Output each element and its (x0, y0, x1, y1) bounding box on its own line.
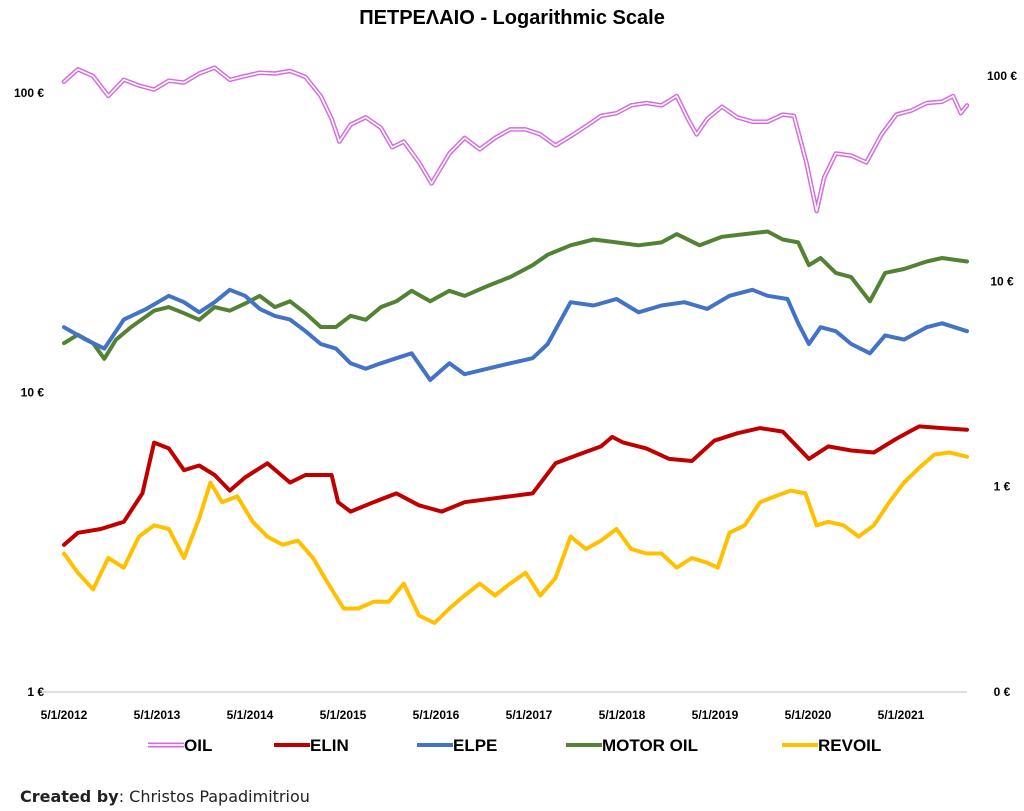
left-axis-tick-label: 100 € (14, 86, 44, 100)
x-axis-tick-label: 5/1/2018 (599, 708, 646, 722)
legend-label-revoil: REVOIL (818, 736, 881, 755)
legend-label-motor-oil: MOTOR OIL (602, 736, 698, 755)
x-axis-tick-label: 5/1/2014 (227, 708, 274, 722)
right-axis-tick-label: 0 € (994, 685, 1011, 699)
x-axis-tick-label: 5/1/2017 (506, 708, 553, 722)
series-line-elin (62, 424, 969, 547)
series-line-oil-inner (63, 66, 968, 212)
credits: Created by: Christos Papadimitriou (20, 787, 310, 806)
legend-label-oil: OIL (184, 736, 212, 755)
right-axis-tick-label: 1 € (994, 480, 1011, 494)
x-axis-tick-label: 5/1/2013 (134, 708, 181, 722)
legend-label-elpe: ELPE (453, 736, 497, 755)
x-axis-tick-label: 5/1/2015 (320, 708, 367, 722)
series-line-oil (61, 65, 970, 214)
left-axis-tick-label: 1 € (27, 685, 44, 699)
right-axis-tick-label: 100 € (987, 69, 1017, 83)
chart-title: ΠΕΤΡΕΛΑΙΟ - Logarithmic Scale (359, 7, 665, 29)
credits-author: : Christos Papadimitriou (118, 787, 310, 806)
series-line-elpe (62, 287, 969, 382)
series-line-revoil (62, 450, 969, 625)
right-axis-tick-label: 10 € (990, 274, 1014, 288)
x-axis-tick-label: 5/1/2020 (785, 708, 832, 722)
x-axis-tick-label: 5/1/2012 (41, 708, 88, 722)
left-axis-tick-label: 10 € (21, 385, 45, 399)
x-axis-tick-label: 5/1/2021 (878, 708, 925, 722)
credits-label: Created by (20, 787, 119, 806)
x-axis-tick-label: 5/1/2016 (413, 708, 460, 722)
x-axis-tick-label: 5/1/2019 (692, 708, 739, 722)
series-line-motor-oil (62, 229, 969, 361)
legend-label-elin: ELIN (310, 736, 349, 755)
